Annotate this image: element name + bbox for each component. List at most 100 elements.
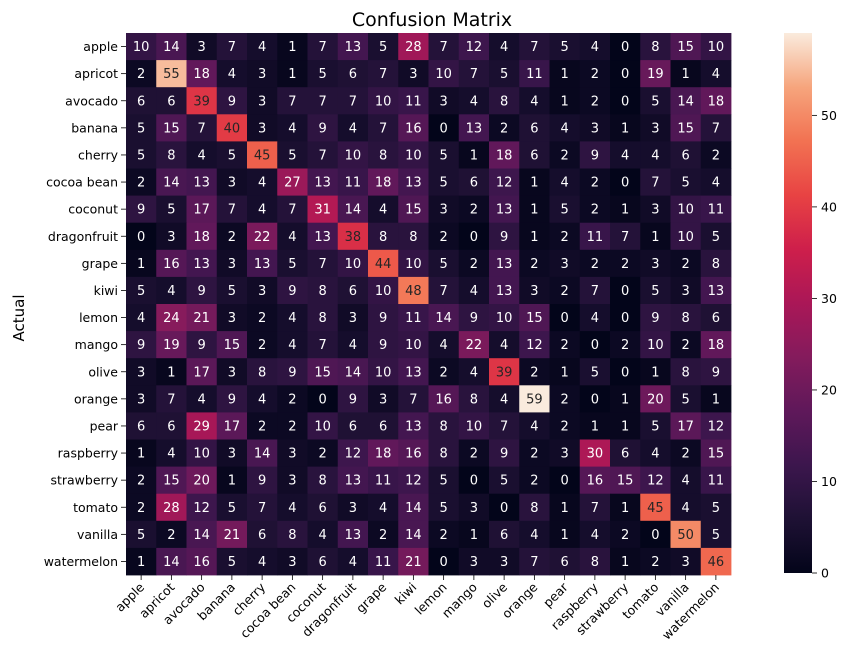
heatmap-cell <box>670 358 702 386</box>
heatmap-cell-label: 3 <box>560 257 568 272</box>
heatmap-cell-label: 11 <box>405 94 422 109</box>
heatmap-cell-label: 4 <box>318 528 326 543</box>
heatmap-cell <box>277 412 308 440</box>
heatmap-cell-label: 12 <box>647 474 664 489</box>
heatmap-cell <box>489 195 520 224</box>
heatmap-cell <box>126 385 157 413</box>
heatmap-cell <box>489 304 520 332</box>
heatmap-cell <box>579 222 611 251</box>
heatmap-cell-label: 8 <box>681 365 689 380</box>
heatmap-cell-label: 3 <box>651 203 659 218</box>
heatmap-cell <box>670 439 702 467</box>
heatmap-cell <box>186 276 218 305</box>
heatmap-cell <box>519 222 550 251</box>
heatmap-cell-label: 7 <box>318 94 326 109</box>
heatmap-cell <box>337 141 369 169</box>
heatmap-cell-label: 13 <box>314 230 331 245</box>
heatmap-cell-label: 13 <box>496 257 513 272</box>
heatmap-cell <box>156 60 187 88</box>
heatmap-cell-label: 5 <box>228 555 236 570</box>
heatmap-cell <box>126 249 157 278</box>
heatmap-cell <box>489 439 520 467</box>
heatmap-cell-label: 4 <box>379 203 387 218</box>
heatmap-cell <box>398 385 429 413</box>
heatmap-cell-label: 13 <box>345 40 362 55</box>
heatmap-cell-label: 14 <box>254 447 271 462</box>
heatmap-cell <box>670 385 702 413</box>
heatmap-cell <box>186 168 218 196</box>
heatmap-cell-label: 2 <box>439 230 447 245</box>
heatmap-cell <box>700 87 732 115</box>
heatmap-cell-label: 5 <box>651 94 659 109</box>
heatmap-cell-label: 10 <box>375 284 392 299</box>
heatmap-cell <box>640 385 671 413</box>
heatmap-cell-label: 7 <box>530 555 538 570</box>
heatmap-cell-label: 13 <box>193 257 210 272</box>
heatmap-cell-label: 6 <box>167 419 175 434</box>
heatmap-cell <box>398 466 429 495</box>
heatmap-cell <box>428 33 460 61</box>
heatmap-cell <box>277 249 308 278</box>
heatmap-cell <box>216 439 248 467</box>
heatmap-cell-label: 8 <box>681 311 689 326</box>
heatmap-cell-label: 2 <box>470 257 478 272</box>
heatmap-cell <box>700 249 732 278</box>
heatmap-cell <box>126 33 157 61</box>
heatmap-cell-label: 10 <box>496 311 513 326</box>
heatmap-cell-label: 11 <box>375 474 392 489</box>
heatmap-cell <box>368 520 399 549</box>
heatmap-cell-label: 12 <box>496 176 513 191</box>
heatmap-cell <box>700 60 732 88</box>
heatmap-cell <box>337 33 369 61</box>
heatmap-cell <box>670 60 702 88</box>
heatmap-cell <box>337 520 369 549</box>
heatmap-cell-label: 7 <box>318 148 326 163</box>
heatmap-cell <box>247 114 278 142</box>
heatmap-cell <box>549 168 581 196</box>
heatmap-cell <box>610 331 641 359</box>
heatmap-cell-label: 13 <box>496 284 513 299</box>
heatmap-cell <box>579 87 611 115</box>
heatmap-cell <box>458 141 490 169</box>
heatmap-cell <box>428 493 460 522</box>
heatmap-cell <box>216 141 248 169</box>
heatmap-cell <box>549 33 581 61</box>
heatmap-cell <box>247 222 278 251</box>
heatmap-cell-label: 3 <box>530 284 538 299</box>
heatmap-cell <box>247 60 278 88</box>
heatmap-cell <box>428 358 460 386</box>
heatmap-cell-label: 9 <box>379 338 387 353</box>
heatmap-cell <box>549 493 581 522</box>
heatmap-cell <box>700 141 732 169</box>
heatmap-cell-label: 4 <box>288 311 296 326</box>
heatmap-cell-label: 6 <box>318 555 326 570</box>
heatmap-cell <box>247 276 278 305</box>
heatmap-cell <box>277 87 308 115</box>
heatmap-cell-label: 2 <box>560 284 568 299</box>
heatmap-cell <box>700 466 732 495</box>
heatmap-cell <box>398 60 429 88</box>
y-tick-label: vanilla <box>77 527 118 542</box>
heatmap-cell <box>640 439 671 467</box>
heatmap-cell <box>610 304 641 332</box>
heatmap-cell-labels: 10 14 3 7 4 1 7 13 5 28 7 12 4 7 5 4 0 8 15 102 55 18 4 3 1 5 6 7 3 1… <box>133 40 724 570</box>
colorbar-tick-label: 40 <box>821 199 837 214</box>
heatmap-cell-label: 6 <box>137 94 145 109</box>
heatmap-cell <box>549 276 581 305</box>
heatmap-cell <box>368 385 399 413</box>
heatmap-cell-label: 3 <box>197 40 205 55</box>
heatmap-cell <box>549 304 581 332</box>
heatmap-cell <box>640 114 671 142</box>
heatmap-cell-label: 2 <box>591 257 599 272</box>
heatmap-cell <box>247 33 278 61</box>
heatmap-cell-label: 5 <box>137 528 145 543</box>
heatmap-cell-label: 16 <box>435 392 452 407</box>
y-tick-label: dragonfruit <box>48 229 118 244</box>
heatmap-cell <box>156 412 187 440</box>
heatmap-cell-label: 10 <box>435 67 452 82</box>
heatmap-cell <box>277 114 308 142</box>
heatmap-cell <box>307 249 339 278</box>
